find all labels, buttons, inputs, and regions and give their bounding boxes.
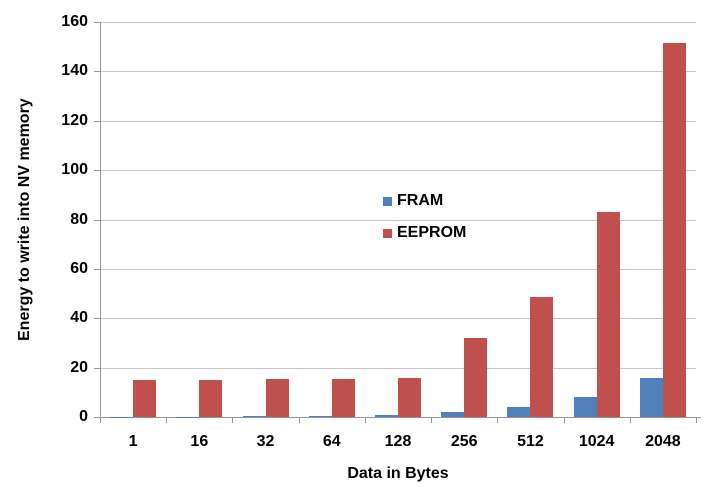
bar-eeprom-64 bbox=[331, 378, 355, 417]
legend-label-fram: FRAM bbox=[397, 192, 444, 209]
gridline-140 bbox=[100, 71, 696, 73]
x-tick-label-1: 1 bbox=[128, 433, 138, 450]
x-tick-0 bbox=[100, 417, 101, 423]
gridline-80 bbox=[100, 219, 696, 221]
bar-eeprom-256 bbox=[464, 338, 488, 417]
y-tick-label-160: 160 bbox=[61, 13, 88, 30]
y-tick-80 bbox=[94, 219, 100, 221]
bar-fram-256 bbox=[441, 412, 465, 417]
bar-fram-2048 bbox=[639, 377, 663, 417]
bar-fram-32 bbox=[242, 416, 266, 417]
x-tick-label-1024: 1024 bbox=[578, 433, 615, 450]
x-tick-7 bbox=[563, 417, 565, 423]
y-tick-140 bbox=[94, 71, 100, 73]
y-tick-160 bbox=[94, 22, 100, 23]
y-tick-label-60: 60 bbox=[70, 259, 88, 277]
fram-swatch-icon bbox=[383, 196, 392, 206]
x-tick-1 bbox=[166, 417, 168, 423]
bar-eeprom-16 bbox=[199, 379, 223, 417]
y-tick-40 bbox=[94, 318, 100, 320]
x-tick-6 bbox=[497, 417, 499, 423]
x-tick-label-32: 32 bbox=[256, 433, 275, 450]
gridline-40 bbox=[100, 318, 696, 320]
bar-eeprom-128 bbox=[398, 377, 421, 417]
gridline-120 bbox=[100, 120, 696, 122]
x-tick-5 bbox=[431, 417, 433, 423]
bar-eeprom-2048 bbox=[662, 42, 686, 417]
bar-eeprom-32 bbox=[265, 378, 289, 417]
y-tick-label-140: 140 bbox=[61, 62, 88, 80]
bar-eeprom-1 bbox=[133, 379, 157, 417]
eeprom-swatch-icon bbox=[383, 228, 392, 238]
legend-item-eeprom: EEPROM bbox=[383, 225, 466, 241]
x-tick-3 bbox=[298, 417, 300, 423]
x-tick-label-512: 512 bbox=[517, 433, 544, 450]
x-tick-label-16: 16 bbox=[190, 433, 209, 450]
plot-area bbox=[100, 22, 696, 417]
y-axis-title: Energy to write into NV memory bbox=[16, 98, 33, 341]
bar-eeprom-1024 bbox=[596, 212, 620, 417]
x-tick-label-256: 256 bbox=[450, 433, 478, 450]
y-tick-label-100: 100 bbox=[61, 161, 88, 179]
y-axis-line bbox=[100, 22, 101, 417]
x-tick-label-128: 128 bbox=[384, 433, 412, 450]
bar-fram-64 bbox=[308, 415, 332, 417]
x-tick-9 bbox=[696, 417, 697, 423]
y-tick-0 bbox=[94, 417, 100, 418]
x-tick-label-2048: 2048 bbox=[645, 433, 681, 450]
x-axis-title: Data in Bytes bbox=[347, 465, 449, 482]
x-tick-4 bbox=[364, 417, 366, 423]
y-tick-label-40: 40 bbox=[70, 309, 88, 327]
y-tick-label-20: 20 bbox=[70, 358, 88, 376]
legend-item-fram: FRAM bbox=[383, 193, 443, 209]
x-tick-8 bbox=[629, 417, 631, 423]
gridline-60 bbox=[100, 268, 696, 270]
x-tick-2 bbox=[232, 417, 234, 423]
bar-fram-128 bbox=[375, 414, 398, 417]
y-tick-label-80: 80 bbox=[70, 210, 88, 228]
gridline-100 bbox=[100, 170, 696, 172]
gridline-20 bbox=[100, 367, 696, 369]
y-tick-label-0: 0 bbox=[79, 408, 88, 425]
x-axis-line bbox=[94, 417, 701, 418]
legend-label-eeprom: EEPROM bbox=[397, 224, 467, 241]
gridline-160 bbox=[100, 22, 696, 23]
y-tick-120 bbox=[94, 120, 100, 122]
x-tick-label-64: 64 bbox=[322, 433, 341, 450]
y-tick-100 bbox=[94, 170, 100, 172]
bar-fram-512 bbox=[507, 407, 531, 417]
bar-eeprom-512 bbox=[530, 297, 554, 417]
y-tick-20 bbox=[94, 367, 100, 369]
y-tick-label-120: 120 bbox=[61, 111, 88, 129]
y-tick-60 bbox=[94, 268, 100, 270]
bar-fram-1024 bbox=[573, 397, 597, 417]
